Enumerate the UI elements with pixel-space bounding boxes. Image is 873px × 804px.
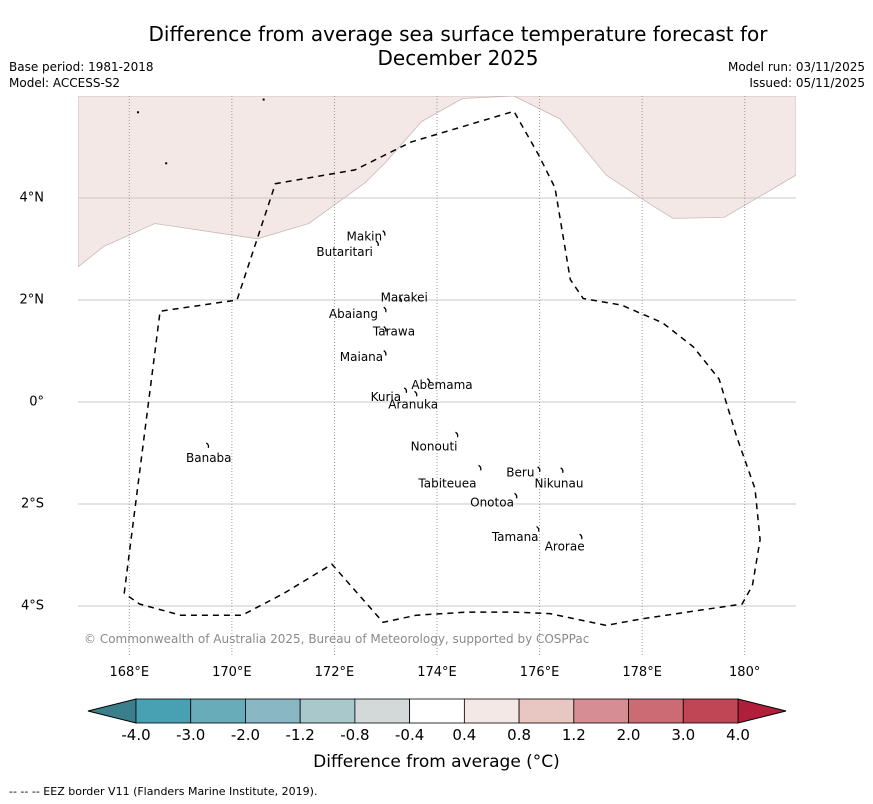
island-label: Arorae	[545, 539, 585, 553]
island-shape	[383, 306, 387, 313]
colorbar-segment	[518, 698, 575, 724]
island-shape	[537, 466, 541, 473]
colorbar-tick-label: -1.2	[285, 726, 315, 744]
island-shape	[536, 525, 540, 532]
islet-dot	[136, 111, 139, 114]
colorbar-segment	[409, 698, 465, 724]
lat-tick-label: 2°N	[19, 292, 45, 308]
island-label: Maiana	[340, 350, 383, 364]
colorbar-extend-low	[87, 698, 137, 724]
title-line-2: December 2025	[377, 46, 539, 70]
island-label: Abaiang	[329, 307, 378, 321]
island-shape	[560, 467, 564, 474]
islet-dot	[165, 162, 168, 165]
metadata-left: Base period: 1981-2018 Model: ACCESS-S2	[9, 59, 154, 91]
lat-tick-label: 4°N	[19, 190, 45, 206]
lat-tick-label: 4°S	[20, 598, 44, 614]
island-label: Butaritari	[316, 245, 373, 259]
colorbar-tick-label: 2.0	[616, 726, 641, 744]
colorbar-tick-label: -0.8	[340, 726, 370, 744]
colorbar-segment	[135, 698, 192, 724]
issued-date: Issued: 05/11/2025	[749, 76, 865, 90]
colorbar-tick-label: -3.0	[176, 726, 206, 744]
lon-tick-label: 176°E	[519, 665, 560, 680]
colorbar-segment	[190, 698, 246, 724]
island-label: Abemama	[411, 378, 472, 392]
colorbar	[87, 698, 787, 724]
lon-tick-label: 170°E	[212, 665, 252, 680]
lon-tick-label: 172°E	[314, 665, 355, 680]
colorbar-segment	[628, 698, 684, 724]
colorbar-segment	[354, 698, 411, 724]
colorbar-segment	[682, 698, 739, 724]
island-shape	[383, 350, 387, 356]
lon-tick-label: 174°E	[417, 665, 457, 680]
island-label: Tarawa	[372, 325, 415, 339]
island-label: Tabiteuea	[417, 477, 476, 491]
colorbar-tick-label: 4.0	[726, 726, 750, 744]
island-shape	[382, 230, 386, 236]
lat-tick-label: 2°S	[20, 496, 44, 512]
eez-border	[123, 110, 761, 627]
island-shape	[403, 387, 408, 393]
islet-dot	[262, 98, 265, 101]
base-period: Base period: 1981-2018	[9, 60, 154, 74]
island-label: Kuria	[371, 390, 402, 404]
island-shape	[375, 240, 379, 247]
anomaly-region-warm	[78, 96, 796, 268]
island-shape	[414, 390, 418, 397]
colorbar-tick-label: -4.0	[121, 726, 151, 744]
lon-tick-label: 178°E	[622, 665, 662, 680]
model-run: Model run: 03/11/2025	[727, 60, 865, 74]
metadata-right: Model run: 03/11/2025 Issued: 05/11/2025	[728, 59, 865, 91]
island-label: Marakei	[381, 290, 428, 304]
eez-legend: -- -- -- EEZ border V11 (Flanders Marine…	[9, 785, 318, 798]
model-name: Model: ACCESS-S2	[9, 76, 121, 90]
island-label: Makin	[347, 229, 383, 243]
island-shape	[426, 378, 431, 384]
island-label: Onotoa	[470, 495, 514, 509]
island-label: Aranuka	[388, 398, 438, 412]
island-shape	[478, 464, 482, 471]
lon-tick-label: 180°	[729, 665, 761, 680]
island-shape	[398, 296, 402, 303]
title-line-1: Difference from average sea surface temp…	[148, 22, 768, 46]
island-label: Beru	[506, 465, 534, 479]
colorbar-segment	[245, 698, 301, 724]
colorbar-tick-label: -2.0	[230, 726, 261, 744]
lat-tick-label: 0°	[29, 394, 44, 410]
colorbar-title: Difference from average (°C)	[313, 752, 560, 772]
island-shape	[579, 533, 583, 540]
island-shape	[514, 492, 518, 499]
colorbar-segment	[463, 698, 520, 724]
colorbar-extend-high	[737, 698, 787, 724]
colorbar-tick-label: -0.4	[394, 726, 425, 744]
island-shape	[383, 326, 387, 332]
colorbar-segment	[573, 698, 629, 724]
island-shape	[205, 442, 210, 449]
chart-title: Difference from average sea surface temp…	[90, 22, 826, 70]
island-label: Nikunau	[534, 477, 583, 491]
colorbar-tick-label: 0.4	[452, 726, 477, 744]
island-label: Tamana	[491, 530, 539, 544]
island-label: Nonouti	[411, 439, 458, 453]
colorbar-tick-label: 0.8	[507, 726, 532, 744]
colorbar-tick-label: 1.2	[561, 726, 586, 744]
colorbar-segment	[299, 698, 356, 724]
lon-tick-label: 168°E	[109, 665, 150, 680]
island-label: Banaba	[186, 451, 232, 465]
colorbar-tick-label: 3.0	[671, 726, 696, 744]
island-shape	[455, 431, 459, 438]
copyright-notice: © Commonwealth of Australia 2025, Bureau…	[84, 632, 590, 646]
